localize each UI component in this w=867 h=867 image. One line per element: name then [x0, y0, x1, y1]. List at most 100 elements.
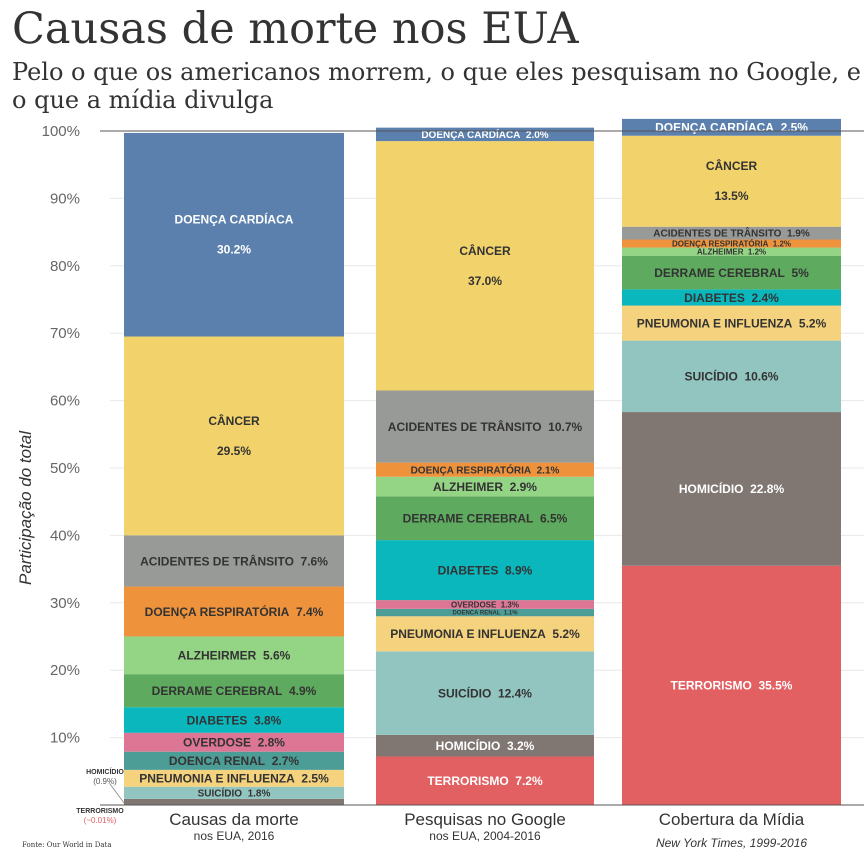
side-note-value: (0.9%): [93, 777, 117, 786]
segment-label: DOENÇA RESPIRATÓRIA 7.4%: [145, 604, 324, 619]
segment-label: ALZHEIMER 2.9%: [433, 480, 537, 494]
segment-label: DOENÇA CARDÍACA 2.5%: [655, 120, 808, 135]
segment-name: HOMICÍDIO: [436, 738, 501, 753]
segment-label: CÂNCER: [706, 158, 758, 173]
bar-segment: [376, 651, 594, 735]
bar-segment: [124, 586, 344, 637]
segment-label: DERRAME CEREBRAL 6.5%: [403, 512, 568, 526]
segment-value: 4.9%: [289, 684, 317, 698]
segment-label: CÂNCER: [459, 243, 511, 258]
category-sublabel: nos EUA, 2016: [194, 829, 275, 843]
category-label: Cobertura da Mídia: [659, 810, 805, 829]
y-tick-label: 10%: [50, 730, 80, 747]
y-tick-label: 20%: [50, 662, 80, 679]
segment-name: DIABETES: [438, 563, 499, 577]
chart-subtitle: Pelo o que os americanos morrem, o que e…: [12, 58, 861, 114]
bar-segment: [622, 118, 841, 136]
segment-label: DERRAME CEREBRAL 5%: [654, 266, 809, 280]
segment-name: DERRAME CEREBRAL: [152, 684, 283, 698]
side-note-pointer: [109, 783, 125, 804]
segment-value: 3.2%: [507, 739, 535, 753]
segment-name: DOENÇA RESPIRATÓRIA: [411, 463, 532, 476]
segment-name: PNEUMONIA E INFLUENZA: [390, 627, 546, 641]
segment-name: DERRAME CEREBRAL: [654, 266, 785, 280]
chart-title: Causas de morte nos EUA: [12, 4, 579, 54]
y-tick-label: 30%: [50, 595, 80, 612]
category-sublabel: nos EUA, 2004-2016: [429, 829, 541, 843]
segment-label: ALZHEIMER 1.2%: [697, 248, 766, 257]
segment-name: DOENÇA RESPIRATÓRIA: [145, 604, 290, 619]
side-note-label: HOMICÍDIO: [86, 767, 124, 776]
bar-segment: [124, 798, 344, 805]
category-sublabel: New York Times, 1999-2016: [656, 836, 807, 850]
category-label: Pesquisas no Google: [404, 810, 566, 829]
segment-label: ACIDENTES DE TRÂNSITO 7.6%: [140, 553, 328, 568]
segment-value: 7.2%: [515, 774, 543, 788]
segment-label: OVERDOSE 1.3%: [451, 600, 519, 609]
segment-name: DOENÇA CARDÍACA: [655, 120, 774, 135]
segment-name: HOMICÍDIO: [679, 481, 744, 496]
bar-segment: [622, 305, 841, 341]
segment-value: 1.9%: [787, 229, 810, 240]
segment-name: TERRORISMO: [427, 774, 508, 788]
bar-segment: [622, 135, 841, 227]
segment-name: OVERDOSE: [451, 600, 497, 609]
bar-segment: [124, 336, 344, 536]
segment-label: TERRORISMO 7.2%: [427, 774, 543, 788]
segment-label: HOMICÍDIO 22.8%: [679, 481, 785, 496]
bar-segment: [622, 226, 841, 240]
segment-name: PNEUMONIA E INFLUENZA: [637, 316, 793, 330]
segment-label: SUICÍDIO 10.6%: [685, 369, 779, 384]
segment-value: 3.8%: [254, 713, 282, 727]
bar-labels: SUICÍDIO 1.8%PNEUMONIA E INFLUENZA 2.5%DOE…: [76, 120, 826, 825]
y-tick-label: 70%: [50, 325, 80, 342]
segment-value: 1.3%: [501, 600, 519, 609]
y-tick-label: 50%: [50, 460, 80, 477]
bar-segment: [124, 132, 344, 337]
segment-label: DOENCA RENAL 2.7%: [169, 754, 300, 768]
segment-value: 5.2%: [552, 627, 580, 641]
segment-label: OVERDOSE 2.8%: [183, 736, 285, 750]
segment-label: DOENÇA RESPIRATÓRIA 2.1%: [411, 463, 560, 476]
segment-label: ALZHEIRMER 5.6%: [178, 649, 291, 663]
y-tick-label: 100%: [42, 123, 80, 140]
segment-value: 1.1%: [504, 611, 518, 617]
segment-name: ACIDENTES DE TRÂNSITO: [140, 553, 294, 568]
bar-segment: [376, 616, 594, 652]
bar-segment: [622, 340, 841, 413]
y-tick-label: 60%: [50, 393, 80, 410]
segment-value: 10.6%: [744, 370, 778, 384]
y-tick-label: 40%: [50, 527, 80, 544]
segment-name: ALZHEIMER: [697, 248, 744, 257]
segment-value: 2.8%: [258, 736, 286, 750]
segment-value: 2.1%: [537, 465, 560, 476]
segment-label: DIABETES 8.9%: [438, 563, 533, 577]
segment-value: 2.5%: [301, 772, 329, 786]
segment-name: ALZHEIRMER: [178, 649, 257, 663]
category-label: Causas da morte: [169, 810, 298, 829]
segment-name: DIABETES: [187, 713, 248, 727]
segment-value: 7.6%: [301, 554, 329, 568]
bar-segment: [622, 255, 841, 290]
bar-segment: [376, 540, 594, 601]
segment-name: ALZHEIMER: [433, 480, 503, 494]
segment-label: DOENÇA CARDÍACA: [175, 212, 294, 227]
segment-name: DERRAME CEREBRAL: [403, 512, 534, 526]
y-axis-label: Participação do total: [16, 430, 35, 585]
segment-value: 12.4%: [498, 686, 532, 700]
bar-segment: [376, 600, 594, 609]
segment-value: 8.9%: [505, 563, 533, 577]
segment-label: DERRAME CEREBRAL 4.9%: [152, 684, 317, 698]
segment-name: DIABETES: [684, 291, 745, 305]
segment-value: 2.0%: [526, 130, 549, 141]
segment-name: OVERDOSE: [183, 736, 251, 750]
segment-name: PNEUMONIA E INFLUENZA: [139, 772, 295, 786]
segment-value: 10.7%: [548, 420, 582, 434]
segment-label: PNEUMONIA E INFLUENZA 5.2%: [637, 316, 827, 330]
segment-label: DOENCA RENAL 1.1%: [452, 611, 518, 617]
side-note-value: (~0.01%): [84, 816, 117, 825]
segment-name: SUICÍDIO: [685, 369, 738, 384]
bar-segment: [622, 565, 841, 805]
segment-value: 5.6%: [263, 649, 291, 663]
bar-segment: [376, 462, 594, 477]
